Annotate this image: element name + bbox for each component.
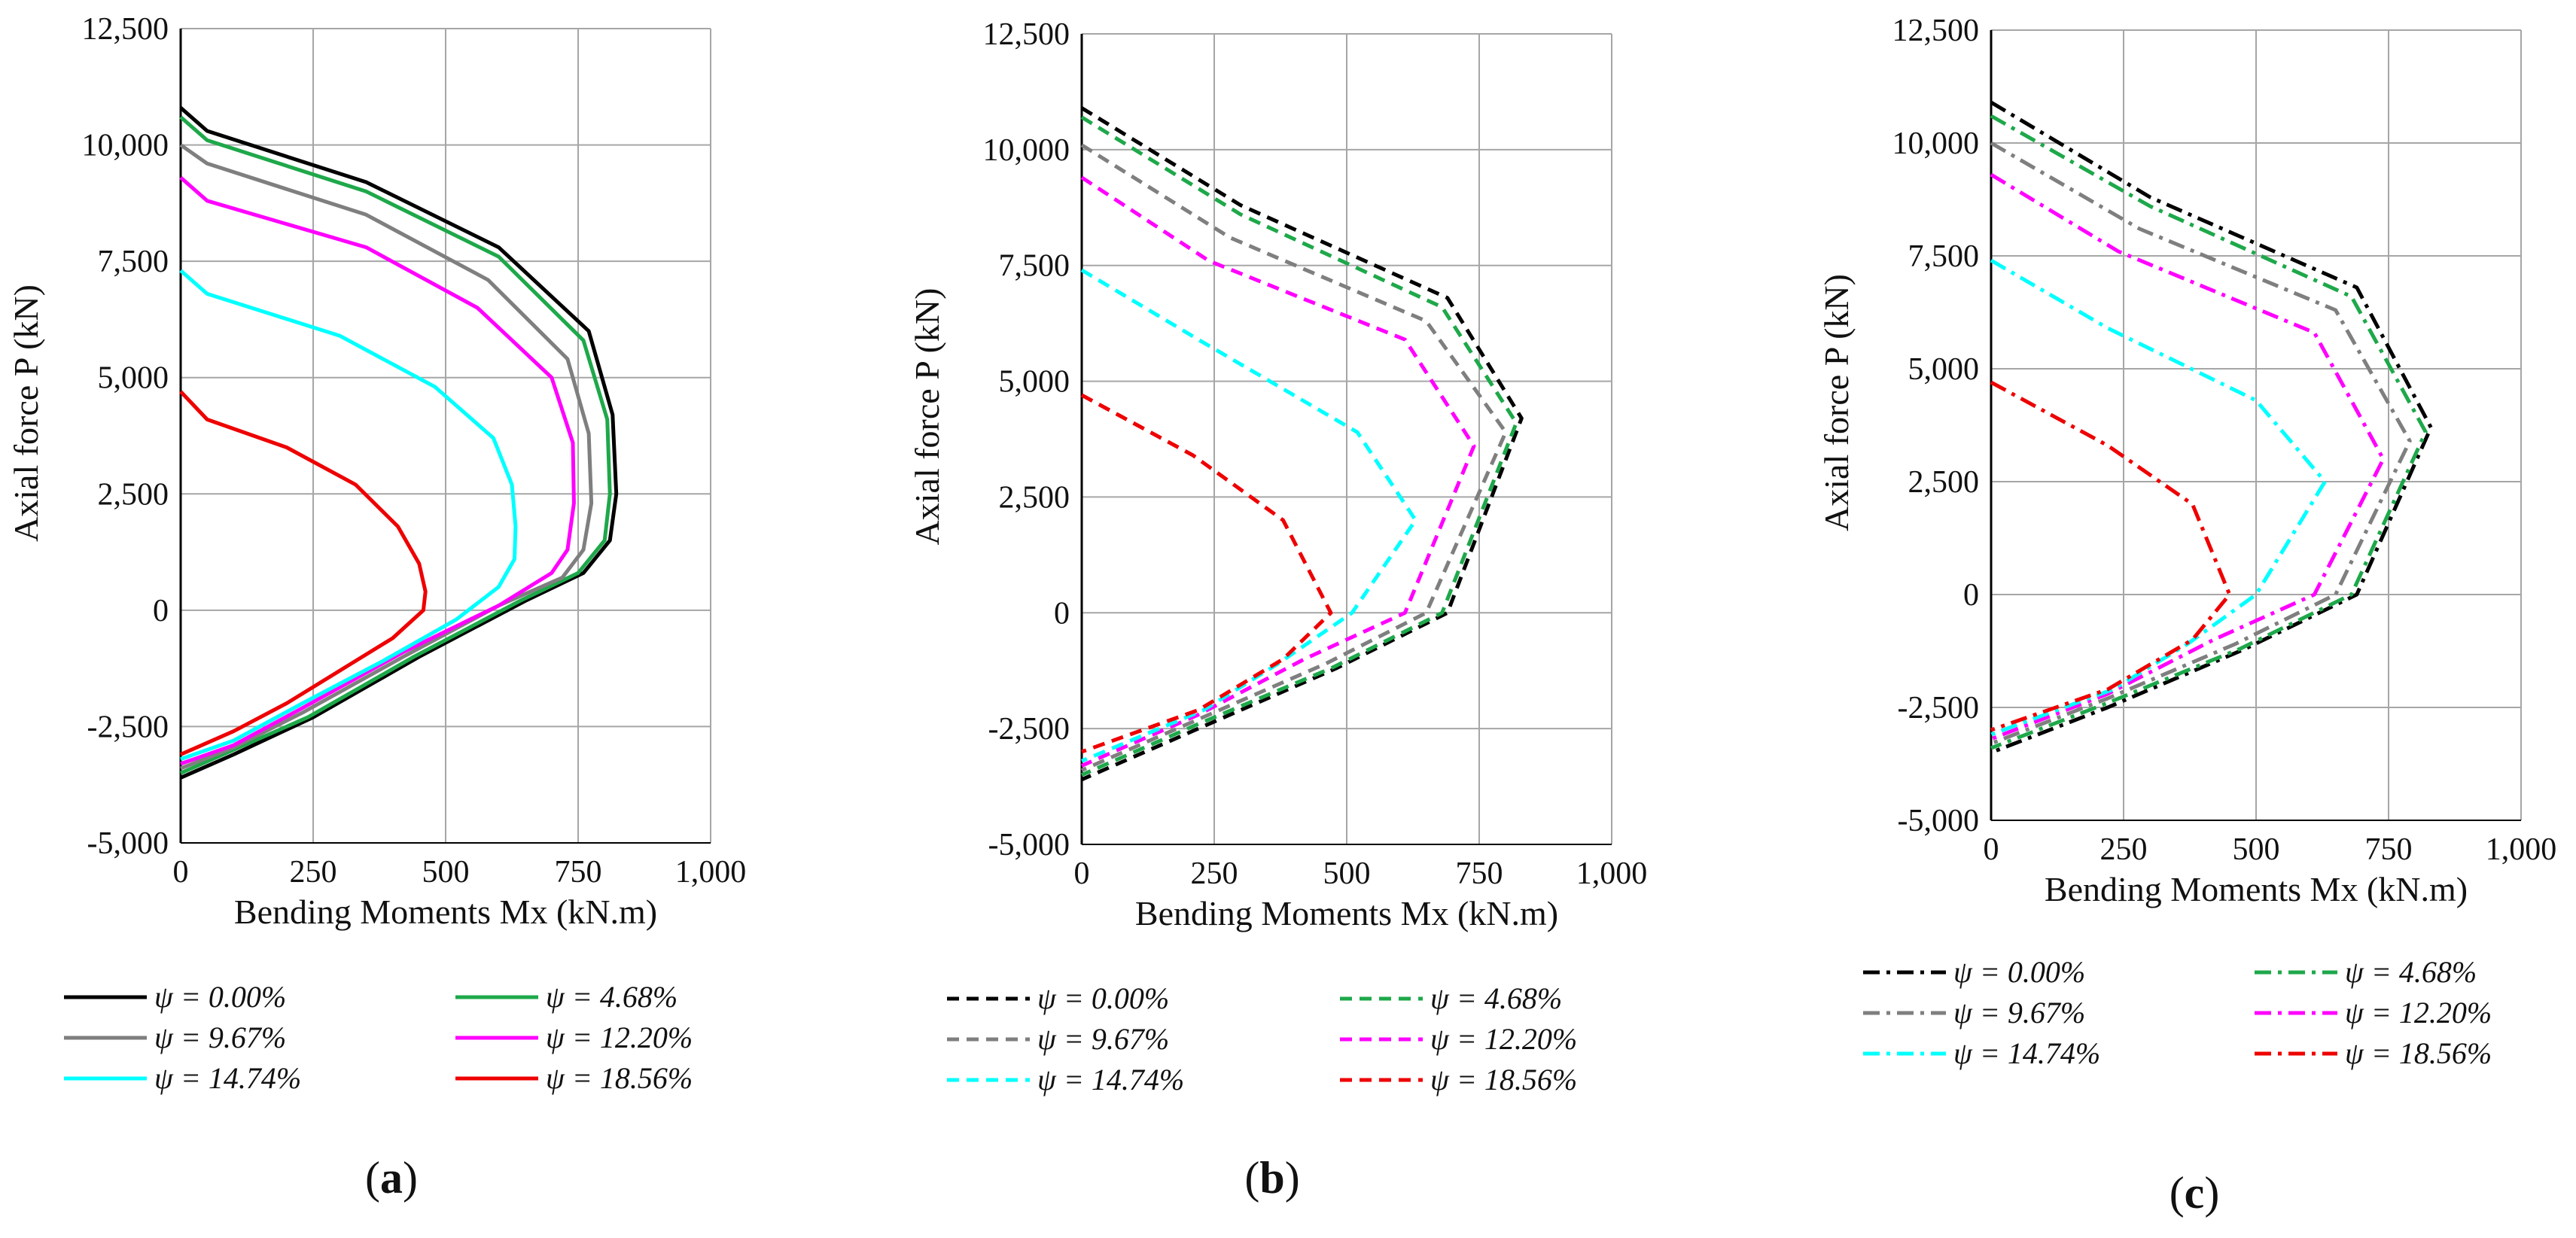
- legend-label: ψ = 9.67%: [1037, 1022, 1169, 1056]
- legend-label: ψ = 12.20%: [546, 1021, 693, 1054]
- y-tick-label: 10,000: [983, 133, 1070, 168]
- x-tick-label: 750: [2365, 832, 2413, 867]
- y-tick-label: -5,000: [988, 828, 1070, 862]
- y-tick-label: 0: [153, 594, 169, 628]
- y-tick-label: -2,500: [87, 710, 169, 744]
- y-tick-label: 0: [1963, 578, 1979, 613]
- y-tick-label: 5,000: [98, 361, 169, 396]
- y-axis-title: Axial force P (kN): [908, 288, 946, 546]
- legend-label: ψ = 4.68%: [1430, 981, 1562, 1015]
- panel-label: (a): [365, 1153, 418, 1203]
- x-tick-label: 1,000: [1576, 856, 1648, 891]
- y-tick-label: 12,500: [1892, 14, 1980, 48]
- series-line-3: [1990, 172, 2386, 741]
- legend-label: ψ = 0.00%: [1037, 981, 1169, 1015]
- x-tick-label: 500: [1323, 856, 1371, 891]
- series-line-5: [1080, 393, 1333, 754]
- y-tick-label: -2,500: [988, 712, 1070, 747]
- series-line-4: [179, 269, 518, 762]
- legend: ψ = 0.00% ψ = 4.68% ψ = 9.67% ψ = 12.20% ψ =…: [947, 981, 1577, 1097]
- series-line-2: [1080, 143, 1508, 772]
- y-tick-label: 2,500: [999, 480, 1070, 515]
- series-line-3: [1080, 175, 1476, 768]
- series-line-0: [1990, 100, 2433, 755]
- series-line-5: [179, 390, 428, 756]
- chart-panel-c: 0 250 500 750 1,000 -5,000 -2,500 0 2,500 5,000 7,…: [1817, 14, 2556, 1218]
- legend-label: ψ = 12.20%: [1430, 1022, 1577, 1056]
- legend-label: ψ = 9.67%: [1953, 996, 2085, 1030]
- legend-label: ψ = 14.74%: [1953, 1036, 2100, 1070]
- legend-label: ψ = 14.74%: [1037, 1063, 1184, 1097]
- x-tick-label: 1,000: [2486, 832, 2557, 867]
- series-line-2: [179, 143, 594, 771]
- x-tick-label: 1,000: [675, 855, 747, 890]
- legend-label: ψ = 0.00%: [154, 980, 286, 1014]
- series-line-4: [1990, 258, 2327, 737]
- legend-label: ψ = 18.56%: [546, 1061, 693, 1095]
- y-tick-label: 2,500: [1908, 465, 1980, 500]
- legend-label: ψ = 4.68%: [546, 980, 677, 1014]
- x-tick-label: 750: [1456, 856, 1503, 891]
- x-tick-label: 0: [173, 855, 189, 890]
- y-tick-label: 7,500: [98, 245, 169, 279]
- legend-label: ψ = 12.20%: [2345, 996, 2492, 1030]
- y-tick-label: 5,000: [1908, 352, 1980, 387]
- series-line-5: [1990, 380, 2232, 732]
- series-line-1: [1990, 114, 2428, 750]
- y-axis-title: Axial force P (kN): [7, 284, 45, 542]
- legend-label: ψ = 0.00%: [1953, 955, 2085, 989]
- y-tick-label: 12,500: [983, 17, 1070, 52]
- x-tick-label: 250: [1191, 856, 1238, 891]
- legend-label: ψ = 18.56%: [1430, 1063, 1577, 1097]
- series-line-3: [179, 176, 576, 766]
- y-tick-label: 0: [1054, 596, 1070, 631]
- legend-label: ψ = 14.74%: [154, 1061, 301, 1095]
- y-tick-label: -2,500: [1898, 691, 1980, 725]
- series-line-1: [179, 115, 612, 775]
- x-tick-label: 250: [2100, 832, 2148, 867]
- x-tick-label: 0: [1984, 832, 1999, 867]
- legend-label: ψ = 9.67%: [154, 1021, 286, 1054]
- y-axis-title: Axial force P (kN): [1817, 274, 1856, 531]
- legend-label: ψ = 4.68%: [2345, 955, 2477, 989]
- series-line-0: [179, 106, 619, 780]
- x-tick-label: 500: [422, 855, 470, 890]
- x-axis-title: Bending Moments Mx (kN.m): [1135, 894, 1558, 932]
- panel-label: (b): [1244, 1153, 1299, 1203]
- x-axis-title: Bending Moments Mx (kN.m): [234, 893, 657, 931]
- legend-label: ψ = 18.56%: [2345, 1036, 2492, 1070]
- chart-panel-a: 0 250 500 750 1,000 -5,000 -2,500 0 2,500 5,000 7,…: [7, 12, 746, 1203]
- series-line-1: [1080, 115, 1518, 777]
- y-tick-label: 5,000: [999, 365, 1070, 400]
- x-tick-label: 250: [290, 855, 337, 890]
- legend: ψ = 0.00% ψ = 4.68% ψ = 9.67% ψ = 12.20% ψ =…: [1863, 955, 2492, 1070]
- y-tick-label: -5,000: [1898, 804, 1980, 838]
- x-tick-label: 750: [555, 855, 602, 890]
- y-tick-label: 12,500: [82, 12, 169, 47]
- x-tick-label: 500: [2233, 832, 2280, 867]
- y-tick-label: 7,500: [1908, 239, 1980, 274]
- y-tick-label: 10,000: [1892, 126, 1980, 161]
- legend: ψ = 0.00% ψ = 4.68% ψ = 9.67% ψ = 12.20% ψ =…: [64, 980, 693, 1095]
- y-tick-label: 7,500: [999, 249, 1070, 284]
- series-line-2: [1990, 141, 2412, 746]
- panel-label: (c): [2170, 1168, 2220, 1218]
- x-tick-label: 0: [1074, 856, 1090, 891]
- y-tick-label: -5,000: [87, 826, 169, 861]
- y-tick-label: 10,000: [82, 129, 169, 163]
- series-line-4: [1080, 268, 1417, 763]
- series-line-0: [1080, 106, 1524, 782]
- chart-panel-b: 0 250 500 750 1,000 -5,000 -2,500 0 2,500 5,000 7,…: [908, 17, 1647, 1203]
- x-axis-title: Bending Moments Mx (kN.m): [2045, 870, 2468, 908]
- y-tick-label: 2,500: [98, 477, 169, 512]
